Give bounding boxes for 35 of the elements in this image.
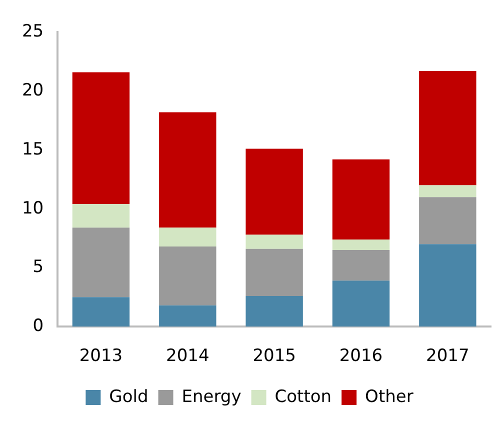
bar [332, 239, 390, 250]
x-tick-label: 2016 [339, 346, 383, 366]
bar [72, 204, 130, 228]
legend-label: Gold [109, 386, 148, 407]
bar [419, 244, 476, 327]
bar [246, 148, 303, 235]
y-tick-label: 25 [22, 22, 44, 42]
y-tick-label: 15 [22, 139, 44, 160]
bar [332, 280, 390, 327]
bar [159, 112, 216, 228]
bar [332, 250, 390, 281]
bar [332, 159, 390, 240]
bar [159, 246, 216, 306]
y-tick-label: 5 [32, 257, 44, 278]
x-tick-label: 2014 [166, 346, 210, 366]
bar [72, 228, 130, 298]
y-tick-label: 0 [32, 316, 44, 336]
bar [72, 72, 130, 204]
y-tick-label: 20 [22, 80, 44, 100]
x-tick-label: 2015 [252, 346, 296, 366]
bar [419, 71, 476, 186]
x-tick-label: 2013 [79, 346, 123, 366]
bar [419, 197, 476, 244]
bar [246, 248, 303, 296]
bar [72, 297, 130, 327]
legend-label: Other [365, 386, 414, 407]
x-tick-label: 2017 [426, 346, 470, 366]
bar [246, 296, 303, 327]
bar [419, 185, 476, 198]
legend-label: Cotton [274, 386, 332, 407]
bar [246, 234, 303, 249]
y-tick-label: 10 [22, 198, 44, 218]
bar [159, 305, 216, 327]
legend-label: Energy [182, 386, 242, 407]
bar [159, 228, 216, 247]
